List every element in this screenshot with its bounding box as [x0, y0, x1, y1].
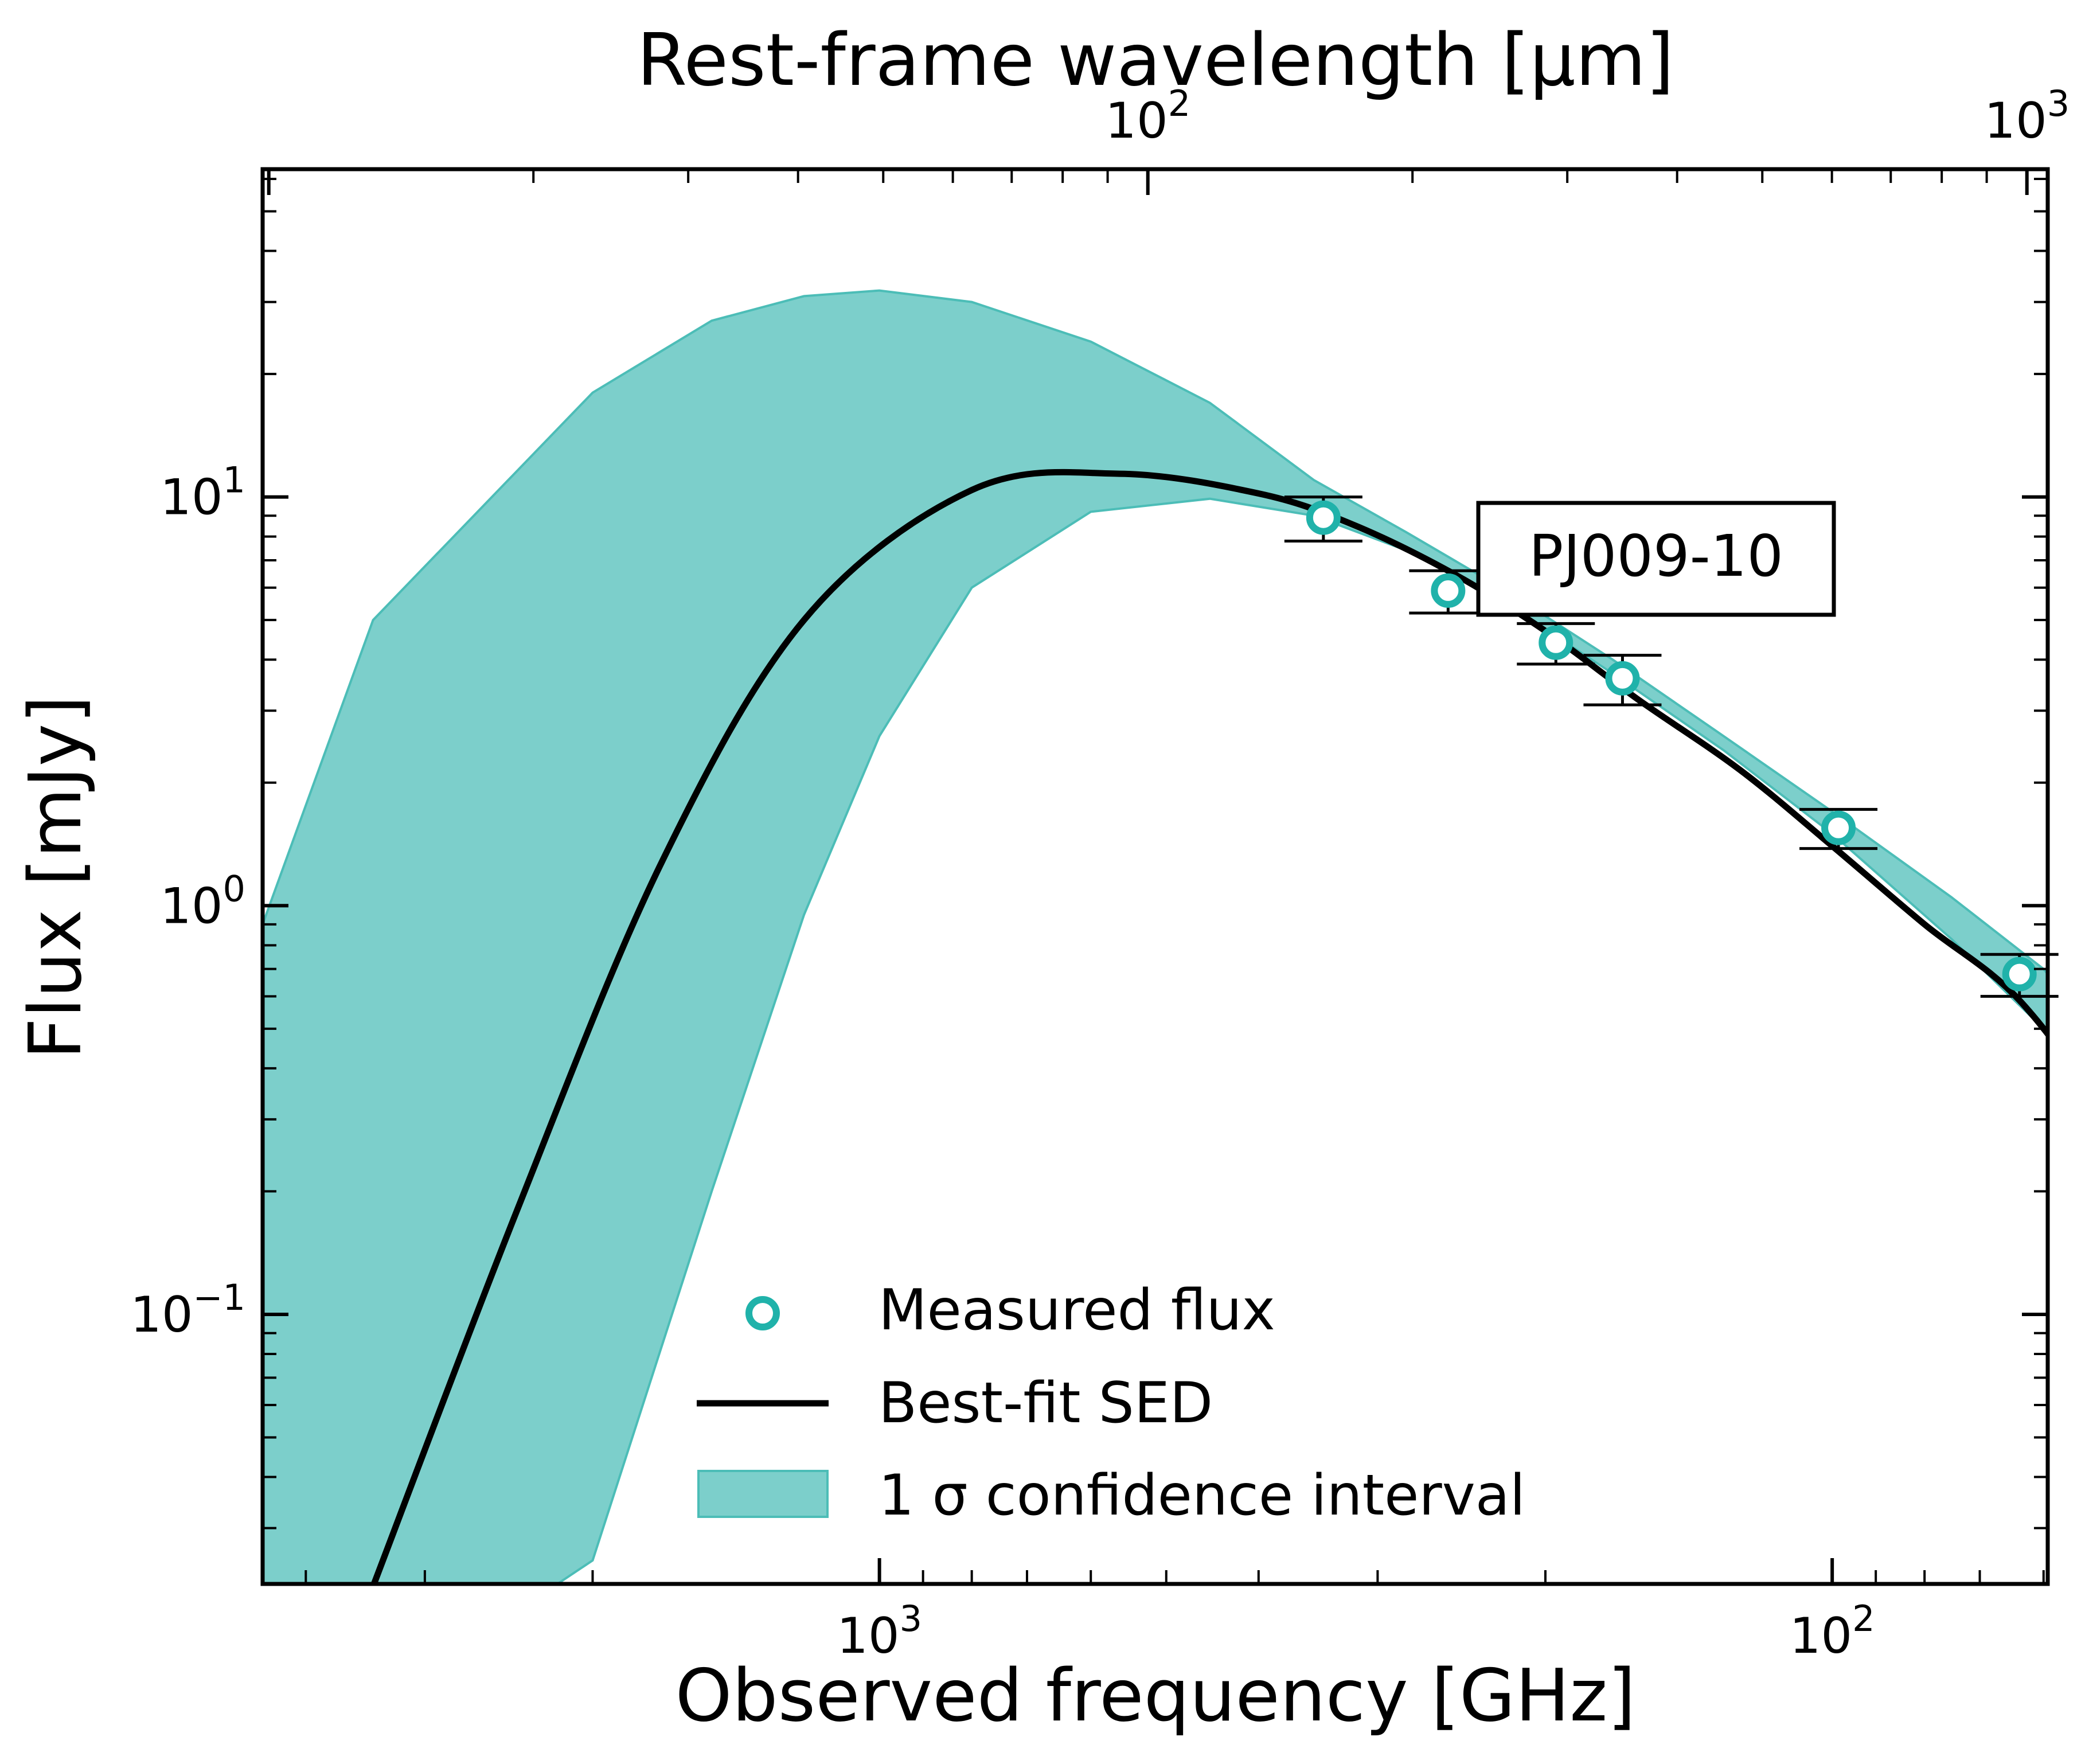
measured-points: [1284, 495, 2059, 998]
y-tick-label: 101: [160, 459, 245, 526]
y-tick-label: 100: [160, 868, 245, 935]
data-marker: [1431, 573, 1466, 608]
x2-tick-label: 102: [1105, 83, 1190, 150]
x-tick-label: 103: [837, 1598, 922, 1665]
object-label: PJ009-10: [1529, 522, 1783, 590]
legend: Measured flux Best-fit SED 1 σ confidenc…: [697, 1278, 1525, 1528]
x-tick-label: 102: [1790, 1598, 1875, 1665]
y-axis-label: Flux [mJy]: [13, 696, 97, 1060]
data-marker: [1821, 810, 1856, 845]
legend-label-line: Best-fit SED: [878, 1371, 1213, 1436]
data-marker: [2002, 957, 2037, 992]
measured-point-6: [1980, 953, 2059, 998]
y-tick-label: 10−1: [130, 1277, 245, 1344]
measured-point-3: [1517, 622, 1595, 666]
data-marker: [1539, 625, 1573, 660]
data-marker: [1605, 661, 1640, 696]
axis-ticks: 103 102 102 103 10−1 100 101: [130, 83, 2070, 1665]
confidence-band: [263, 289, 2048, 1584]
legend-marker-points: [745, 1296, 780, 1330]
measured-point-4: [1583, 654, 1662, 707]
best-fit-line: [371, 469, 2048, 1584]
confidence-band-area: [263, 289, 2048, 1584]
legend-label-points: Measured flux: [878, 1278, 1275, 1343]
measured-point-2: [1409, 569, 1487, 615]
x-axis-label: Observed frequency [GHz]: [675, 1653, 1635, 1738]
legend-label-band: 1 σ confidence interval: [878, 1463, 1525, 1528]
legend-marker-band: [697, 1470, 829, 1518]
x2-tick-label: 103: [1984, 83, 2070, 150]
measured-point-1: [1284, 495, 1362, 543]
measured-point-5: [1799, 807, 1878, 850]
data-marker: [1306, 500, 1341, 535]
plot-frame: [260, 167, 2050, 1586]
object-label-box: [1476, 501, 1836, 617]
best-fit-sed-curve: [371, 469, 2048, 1584]
top-axis-label: Rest-frame wavelength [μm]: [637, 18, 1674, 102]
